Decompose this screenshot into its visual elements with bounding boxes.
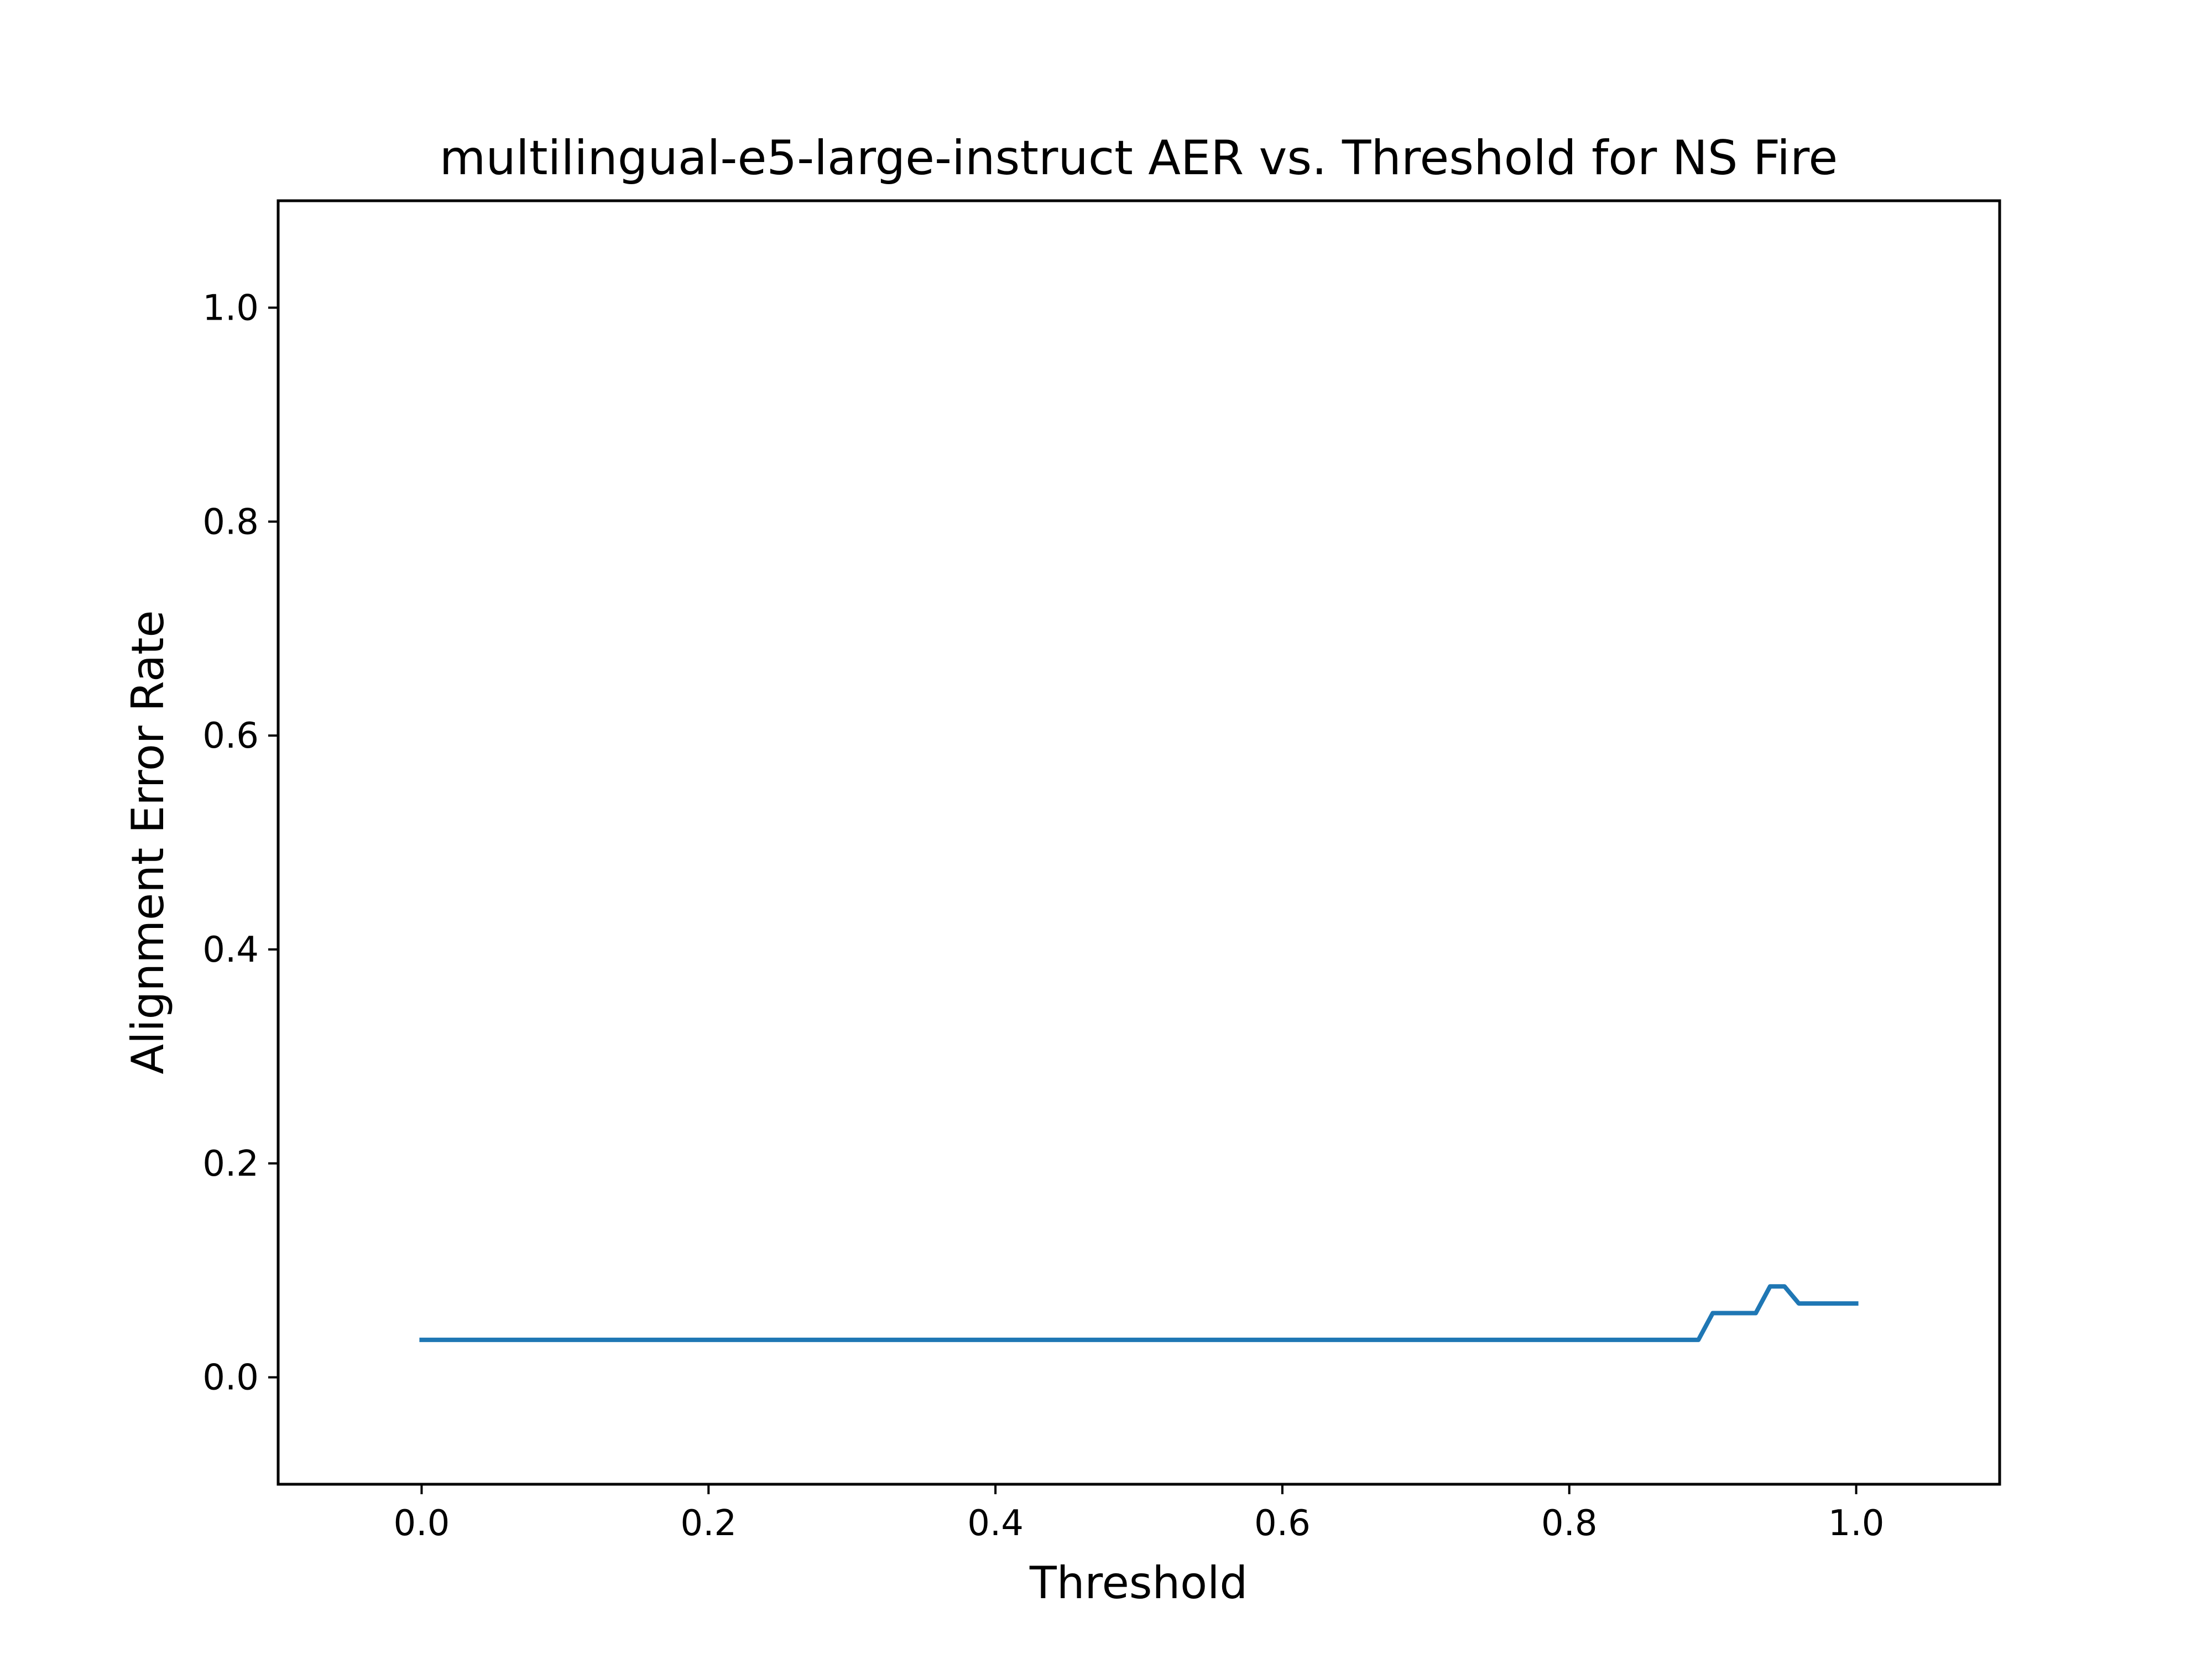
- y-tick-label: 0.0: [202, 1358, 259, 1399]
- x-tick-label: 0.6: [1254, 1503, 1311, 1544]
- plot-area: [276, 199, 2001, 1486]
- y-tick-label: 0.6: [202, 716, 259, 757]
- y-tick-label: 0.4: [202, 930, 259, 971]
- x-tick-label: 1.0: [1828, 1503, 1885, 1544]
- x-axis-label: Threshold: [1029, 1557, 1248, 1609]
- x-tick-label: 0.4: [967, 1503, 1024, 1544]
- x-axis-ticks: 0.0 0.2 0.4 0.6 0.8 1.0: [394, 1484, 1885, 1544]
- series-line: [419, 1284, 1859, 1342]
- x-tick-label: 0.8: [1541, 1503, 1598, 1544]
- series-layer: [419, 1284, 1859, 1342]
- y-axis-label: Alignment Error Rate: [122, 610, 174, 1074]
- y-tick-label: 0.2: [202, 1144, 259, 1185]
- y-axis-ticks: 0.0 0.2 0.4 0.6 0.8 1.0: [202, 288, 278, 1399]
- y-tick-label: 0.8: [202, 502, 259, 542]
- y-tick-label: 1.0: [202, 288, 259, 328]
- chart-title: multilingual-e5-large-instruct AER vs. T…: [440, 131, 1838, 186]
- x-tick-label: 0.0: [394, 1503, 450, 1544]
- x-tick-label: 0.2: [680, 1503, 737, 1544]
